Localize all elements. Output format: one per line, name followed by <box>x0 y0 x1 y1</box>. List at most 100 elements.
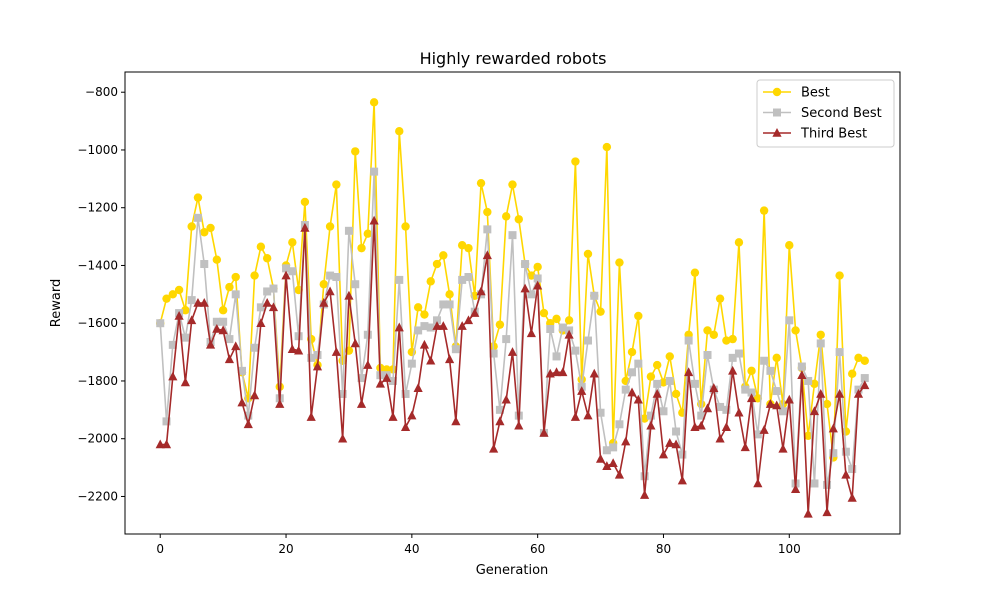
data-point-second-best <box>502 335 511 344</box>
data-point-third-best <box>627 387 637 397</box>
data-point-best <box>162 294 171 303</box>
data-point-best <box>218 306 228 315</box>
data-point-second-best <box>439 300 448 309</box>
data-point-best <box>439 251 448 260</box>
data-point-second-best <box>590 291 599 300</box>
data-point-second-best <box>684 336 693 345</box>
y-tick-label: −2200 <box>77 489 118 503</box>
data-point-second-best <box>370 167 379 176</box>
y-axis-label: Reward <box>49 279 64 327</box>
data-point-second-best <box>156 319 165 328</box>
data-point-best <box>514 215 523 224</box>
data-point-best <box>332 180 341 189</box>
data-point-second-best <box>848 465 857 474</box>
data-point-second-best <box>646 411 655 420</box>
data-point-best <box>206 223 215 233</box>
data-point-third-best <box>507 347 518 356</box>
data-point-second-best <box>659 407 668 416</box>
data-point-third-best <box>784 394 794 404</box>
data-point-best <box>709 330 718 339</box>
data-point-best <box>181 306 190 315</box>
data-point-second-best <box>395 275 404 284</box>
data-point-third-best <box>407 410 417 420</box>
data-point-third-best <box>734 407 744 417</box>
data-point-best <box>785 241 794 250</box>
data-point-second-best <box>351 280 360 289</box>
data-point-best <box>640 414 649 423</box>
data-point-third-best <box>533 280 543 290</box>
data-point-third-best <box>224 354 235 364</box>
data-point-third-best <box>388 412 398 421</box>
data-point-third-best <box>728 365 738 375</box>
data-point-second-best <box>313 350 322 359</box>
data-point-best <box>854 353 863 363</box>
legend-label-third-best: Third Best <box>800 127 867 142</box>
data-point-second-best <box>483 225 492 234</box>
data-point-second-best <box>458 275 467 284</box>
data-point-third-best <box>413 383 423 392</box>
data-point-best <box>319 280 328 289</box>
data-point-second-best <box>162 417 171 426</box>
data-point-second-best <box>653 379 662 388</box>
legend-box <box>756 79 895 148</box>
data-point-best <box>646 372 656 381</box>
data-point-third-best <box>671 439 681 449</box>
data-point-third-best <box>249 390 260 400</box>
data-point-third-best <box>205 339 216 349</box>
data-point-second-best <box>552 352 561 361</box>
data-point-third-best <box>193 298 203 307</box>
data-point-third-best <box>444 354 455 364</box>
series-layer <box>155 98 870 518</box>
data-point-second-best <box>621 385 630 394</box>
data-point-third-best <box>809 406 820 416</box>
data-point-third-best <box>564 329 574 339</box>
data-point-third-best <box>300 222 310 232</box>
data-point-third-best <box>835 388 845 398</box>
data-point-best <box>401 222 410 231</box>
y-tick-label: −1200 <box>77 201 118 215</box>
data-point-third-best <box>218 325 228 335</box>
data-point-second-best <box>420 322 429 331</box>
data-point-third-best <box>338 433 348 443</box>
data-point-second-best <box>250 343 259 352</box>
data-point-second-best <box>212 317 221 326</box>
data-point-second-best <box>785 316 794 325</box>
data-point-best <box>564 316 574 325</box>
data-point-best <box>231 272 240 282</box>
data-point-third-best <box>696 420 706 430</box>
data-point-best <box>690 268 700 277</box>
data-point-best <box>225 282 234 292</box>
data-point-best <box>187 222 196 231</box>
data-point-third-best <box>803 508 813 518</box>
data-point-second-best <box>307 353 316 362</box>
data-point-best <box>464 243 473 253</box>
data-point-best <box>193 193 203 202</box>
data-point-third-best <box>816 388 826 398</box>
y-tick-label: −1000 <box>77 143 118 157</box>
data-point-third-best <box>646 420 656 430</box>
data-point-third-best <box>331 347 341 356</box>
data-point-third-best <box>715 433 725 443</box>
data-point-second-best <box>282 264 291 273</box>
data-point-third-best <box>551 367 562 377</box>
data-point-third-best <box>489 443 499 453</box>
data-point-second-best <box>558 323 567 332</box>
x-axis-ticks: 0 20 40 60 80 100 <box>156 534 801 556</box>
x-tick-label: 0 <box>156 542 164 556</box>
data-point-second-best <box>716 402 725 411</box>
x-tick-label: 80 <box>656 542 671 556</box>
data-point-third-best <box>684 367 694 377</box>
series-second-best <box>156 167 869 489</box>
data-point-second-best <box>810 479 819 488</box>
series-line-best <box>159 101 866 459</box>
y-axis-ticks: −2200 −2000 −1800 −1600 −1400 −1200 −1000 −800 <box>77 85 125 503</box>
y-tick-label: −1600 <box>77 316 118 330</box>
data-point-second-best <box>860 374 869 383</box>
data-point-second-best <box>388 376 397 385</box>
data-point-second-best <box>288 267 297 276</box>
data-point-third-best <box>161 439 172 449</box>
data-point-best <box>596 307 605 316</box>
x-tick-label: 20 <box>278 542 293 556</box>
data-point-second-best <box>772 387 781 396</box>
data-point-best <box>772 353 781 363</box>
